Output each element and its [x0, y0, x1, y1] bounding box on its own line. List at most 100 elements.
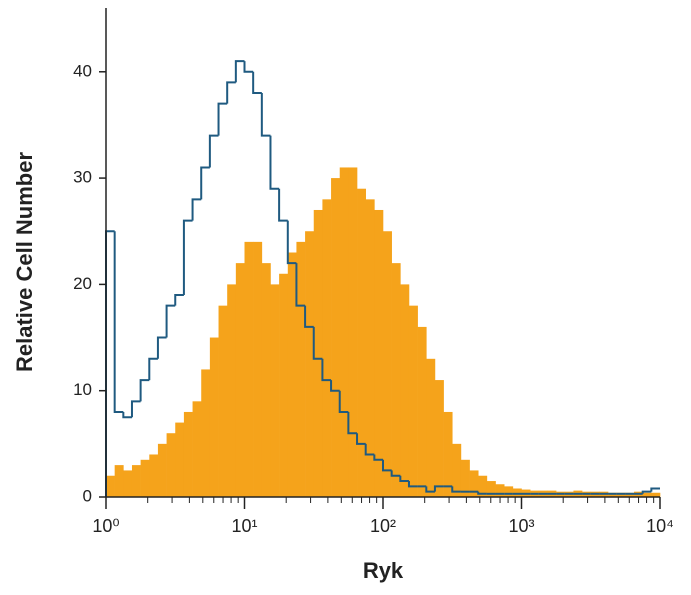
histogram-step: [356, 433, 366, 445]
y-axis-title: Relative Cell Number: [12, 152, 37, 373]
x-tick-label: 10²: [370, 516, 396, 536]
histogram-bar: [616, 492, 626, 497]
histogram-bar: [270, 284, 280, 497]
histogram-bar: [106, 475, 115, 497]
y-tick-label: 40: [73, 61, 92, 80]
histogram-step: [650, 487, 660, 492]
histogram-bar: [140, 459, 150, 497]
histogram-step: [208, 134, 219, 168]
histogram-bar: [175, 422, 185, 497]
histogram-bar: [331, 178, 341, 497]
histogram-step: [425, 486, 435, 493]
histogram-step: [260, 93, 271, 137]
histogram-step: [390, 470, 401, 477]
histogram-step: [182, 219, 193, 296]
histogram-bar: [218, 305, 228, 497]
histogram-bar: [452, 443, 462, 497]
histogram-bar: [253, 241, 263, 497]
histogram-bar: [305, 231, 315, 497]
histogram-bar: [460, 459, 470, 497]
histogram-step: [243, 61, 254, 73]
histogram-bar: [486, 481, 496, 497]
histogram-bar: [443, 411, 453, 497]
histogram-step: [139, 379, 150, 402]
histogram-bar: [365, 199, 375, 497]
histogram-step: [321, 358, 332, 382]
histogram-bar: [357, 188, 366, 497]
histogram-bar: [192, 401, 202, 497]
histogram-bar: [374, 209, 384, 497]
histogram-step: [286, 220, 297, 265]
histogram-bar: [400, 284, 410, 497]
histogram-step: [312, 326, 323, 360]
histogram-step: [122, 411, 132, 419]
histogram-step: [451, 486, 461, 493]
x-tick-label: 10⁴: [646, 516, 674, 536]
x-tick-label: 10³: [508, 516, 534, 536]
histogram-bar: [235, 263, 245, 497]
histogram-step: [191, 198, 202, 221]
histogram-bar: [296, 241, 306, 497]
histogram-step: [295, 263, 306, 307]
histogram-bar: [157, 443, 167, 497]
histogram-step: [338, 390, 349, 413]
histogram-step: [130, 400, 141, 418]
histogram-bar: [244, 241, 254, 497]
histogram-step: [477, 491, 487, 495]
y-tick-label: 0: [83, 486, 92, 505]
histogram-bar: [391, 263, 401, 497]
histogram-step: [399, 475, 409, 483]
histogram-step: [174, 294, 184, 306]
histogram-step: [105, 230, 115, 497]
histogram-step: [200, 166, 210, 200]
histogram-step: [382, 459, 392, 472]
histogram-step: [407, 481, 418, 488]
histogram-bar: [227, 284, 237, 497]
histogram-bar: [625, 492, 635, 497]
y-tick-label: 20: [73, 274, 92, 293]
histogram-bar: [131, 465, 141, 497]
x-axis-title: Ryk: [363, 558, 404, 583]
histogram-bar: [209, 337, 219, 497]
histogram-bar: [287, 252, 297, 497]
histogram-step: [330, 380, 340, 392]
histogram-step: [252, 71, 262, 95]
histogram-bar: [123, 470, 133, 497]
histogram-step: [304, 305, 314, 328]
histogram-bar: [149, 454, 159, 497]
histogram-bar: [512, 488, 522, 497]
histogram-step: [373, 454, 383, 461]
histogram-bar: [417, 326, 427, 497]
histogram-step: [347, 411, 358, 435]
histogram-step: [226, 81, 236, 104]
histogram-bar: [114, 465, 124, 497]
histogram-bar: [348, 167, 358, 497]
histogram-bar: [426, 358, 436, 497]
histogram-bar: [408, 305, 418, 497]
y-tick-label: 30: [73, 168, 92, 187]
histogram-step: [156, 336, 167, 359]
histogram-step: [165, 304, 176, 338]
histogram-step: [113, 231, 124, 413]
histogram-bar: [261, 263, 271, 497]
histogram-step: [234, 60, 245, 83]
histogram-bar: [383, 231, 392, 497]
histogram-step: [364, 443, 375, 456]
histogram-step: [148, 357, 158, 381]
histogram-step: [641, 490, 652, 494]
histogram-bar: [642, 492, 652, 497]
histogram-bar: [478, 475, 488, 497]
histogram-bar: [313, 209, 323, 497]
histogram-bar: [166, 433, 176, 497]
histogram-bar: [469, 470, 479, 497]
histogram-bar: [608, 492, 618, 497]
y-tick-label: 10: [73, 380, 92, 399]
x-tick-label: 10⁰: [92, 516, 119, 536]
histogram-step: [217, 102, 228, 136]
histogram-bar: [504, 486, 514, 497]
histogram-step: [433, 485, 444, 492]
x-tick-label: 10¹: [231, 516, 257, 536]
histogram-bar: [495, 484, 505, 497]
